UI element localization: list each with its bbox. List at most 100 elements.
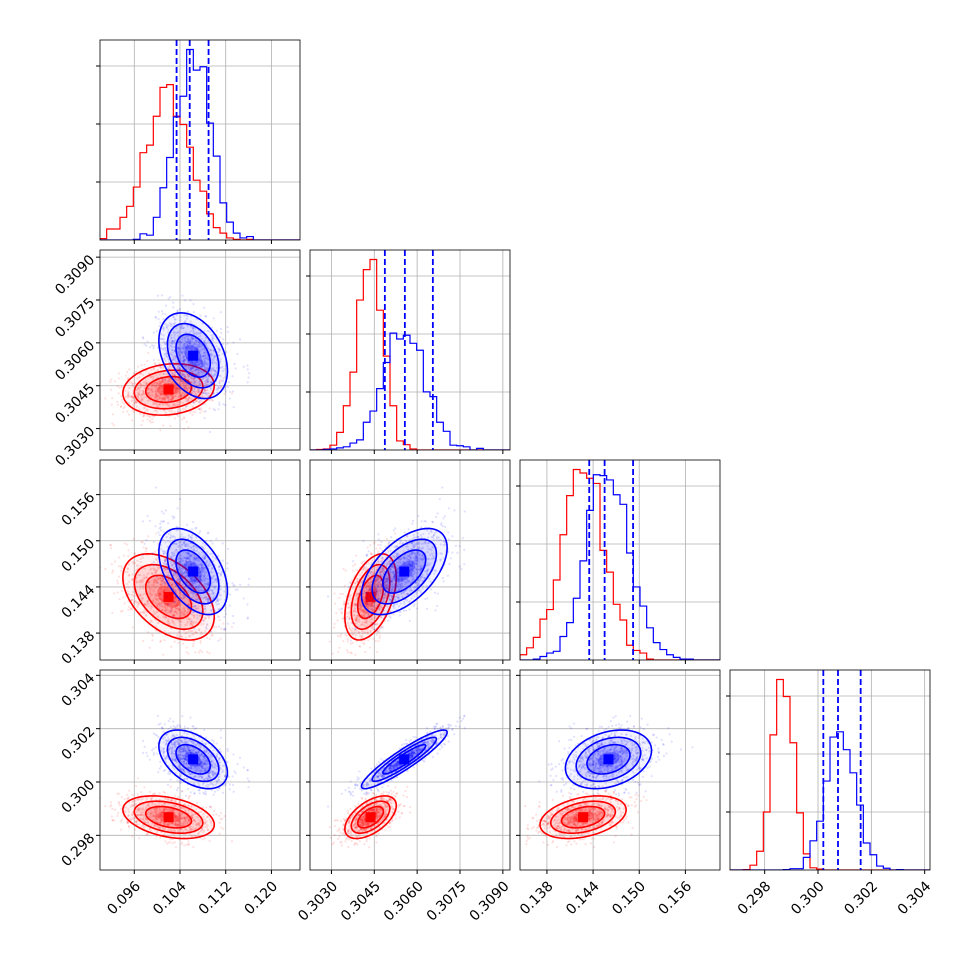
sample-point	[181, 584, 184, 587]
sample-point	[167, 578, 170, 582]
sample-point	[146, 399, 150, 402]
sample-point	[393, 606, 396, 609]
sample-point	[195, 347, 198, 350]
sample-point	[370, 580, 373, 583]
sample-point	[221, 672, 223, 674]
sample-point	[174, 356, 177, 359]
sample-point	[204, 315, 207, 318]
sample-point	[171, 558, 174, 561]
sample-point	[183, 376, 187, 379]
sample-point	[182, 360, 185, 364]
sample-point	[369, 581, 373, 584]
sample-point	[209, 631, 213, 634]
sample-point	[362, 615, 365, 618]
sample-point	[190, 360, 194, 364]
sample-point	[168, 601, 171, 604]
sample-point	[181, 614, 184, 617]
sample-point	[184, 384, 187, 387]
sample-point	[161, 599, 164, 602]
sample-point	[187, 590, 190, 593]
sample-point	[180, 346, 183, 349]
sample-point	[158, 601, 161, 604]
sample-point	[186, 345, 189, 348]
sample-point	[179, 635, 183, 638]
sample-point	[183, 359, 186, 362]
sample-point	[152, 331, 155, 334]
sample-point	[172, 614, 175, 617]
sample-point	[179, 563, 182, 566]
sample-point	[182, 355, 185, 358]
sample-point	[204, 608, 207, 611]
sample-point	[367, 612, 370, 616]
sample-point	[211, 576, 214, 579]
sample-point	[197, 343, 200, 346]
sample-point	[150, 375, 153, 378]
sample-point	[411, 566, 414, 569]
sample-point	[200, 362, 203, 365]
sample-point	[130, 419, 134, 422]
sample-point	[374, 584, 377, 587]
sample-point	[155, 580, 158, 583]
sample-point	[200, 409, 203, 412]
sample-point	[168, 582, 172, 585]
sample-point	[352, 564, 355, 567]
sample-point	[397, 578, 400, 581]
sample-point	[170, 398, 173, 401]
sample-point	[363, 614, 366, 617]
sample-point	[338, 646, 341, 649]
sample-point	[211, 374, 214, 377]
sample-point	[187, 620, 190, 623]
sample-point	[387, 594, 391, 597]
sample-point	[142, 574, 146, 577]
sample-point	[187, 652, 190, 655]
sample-point	[185, 365, 188, 368]
sample-point	[401, 585, 404, 588]
sample-point	[183, 373, 186, 376]
sample-point	[368, 646, 372, 649]
sample-point	[366, 623, 369, 626]
sample-point	[180, 570, 183, 573]
sample-point	[191, 534, 194, 537]
sample-point	[357, 618, 360, 622]
sample-point	[171, 569, 174, 572]
sample-point	[203, 574, 206, 577]
sample-point	[128, 401, 131, 405]
sample-point	[197, 371, 201, 374]
sample-point	[160, 639, 163, 643]
sample-point	[169, 381, 173, 384]
sample-point	[184, 609, 187, 612]
sample-point	[135, 405, 138, 408]
sample-point	[206, 367, 209, 370]
sample-point	[203, 416, 206, 420]
sample-point	[187, 340, 190, 343]
sample-point	[186, 340, 190, 343]
sample-point	[168, 347, 171, 350]
sample-point	[385, 593, 388, 596]
contour-a	[144, 574, 193, 620]
sample-point	[152, 552, 155, 555]
sample-point	[136, 559, 139, 562]
sample-point	[210, 358, 213, 361]
sample-point	[161, 608, 165, 611]
sample-point	[161, 590, 164, 593]
sample-point	[369, 603, 372, 606]
sample-point	[164, 558, 167, 561]
sample-point	[194, 557, 197, 560]
sample-point	[176, 351, 180, 354]
sample-point	[182, 383, 185, 386]
sample-point	[182, 594, 185, 597]
sample-point	[172, 588, 175, 591]
sample-point	[147, 605, 150, 608]
sample-point	[143, 393, 146, 396]
sample-point	[177, 577, 180, 580]
sample-point	[174, 618, 177, 621]
sample-point	[191, 629, 194, 633]
sample-point	[153, 381, 157, 384]
sample-point	[371, 609, 374, 612]
sample-point	[381, 556, 384, 559]
sample-point	[116, 403, 120, 406]
sample-point	[207, 598, 210, 602]
sample-point	[202, 389, 206, 392]
sample-point	[191, 362, 195, 365]
sample-point	[175, 604, 178, 607]
